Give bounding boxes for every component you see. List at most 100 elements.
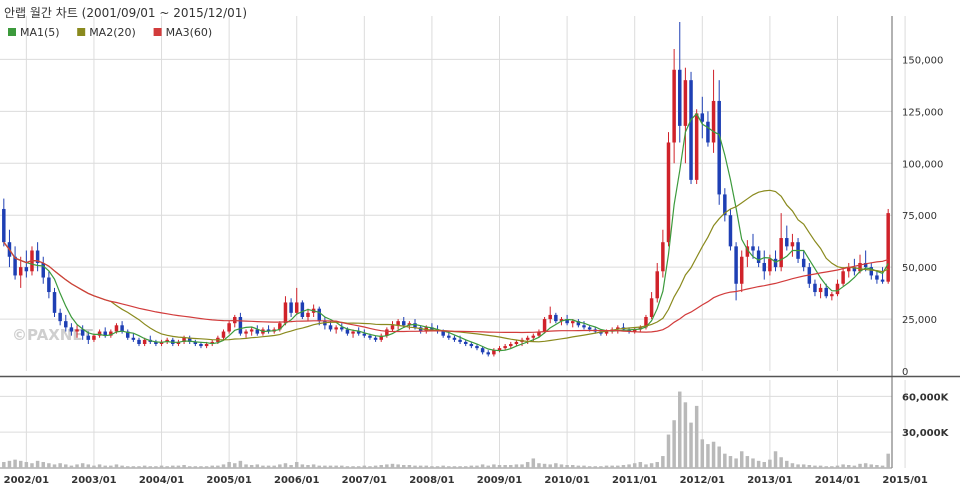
candlestick — [334, 325, 338, 334]
volume-bar — [886, 453, 890, 468]
candlestick — [306, 308, 310, 322]
volume-bar — [385, 464, 389, 468]
candlestick — [266, 325, 271, 334]
candle-body — [880, 279, 885, 282]
candle-body — [402, 321, 406, 326]
candlestick — [463, 339, 468, 347]
candlestick — [689, 71, 693, 185]
price-tick-label: 0 — [902, 367, 908, 378]
volume-bar — [559, 464, 564, 468]
volume-bar — [379, 465, 383, 468]
candle-body — [114, 325, 119, 332]
volume-bar — [745, 456, 750, 468]
volume-bar — [435, 466, 440, 468]
volume-bar — [351, 466, 355, 468]
candle-body — [863, 262, 868, 268]
candlestick — [52, 287, 57, 317]
volume-bar — [300, 464, 305, 468]
volume-bar — [238, 460, 243, 468]
candlestick — [452, 335, 457, 342]
candlestick — [486, 350, 490, 357]
candle-body — [559, 319, 564, 322]
volume-bar — [80, 463, 85, 468]
candlestick — [813, 279, 817, 297]
volume-bar — [610, 465, 614, 468]
volume-bar — [182, 465, 186, 468]
volume-bar — [841, 464, 845, 468]
candle-body — [379, 335, 383, 340]
date-tick-label: 2011/01 — [612, 475, 657, 486]
candle-body — [458, 339, 462, 342]
candle-body — [418, 327, 423, 332]
candlestick — [632, 327, 637, 334]
candle-body — [886, 213, 890, 282]
candle-body — [356, 331, 361, 334]
candle-body — [683, 80, 688, 126]
candle-body — [773, 258, 778, 268]
volume-bar — [661, 456, 665, 468]
price-axis-labels: 0 25,000 50,000 75,000 100,000 125,000 150,000 — [902, 55, 943, 378]
volume-bar — [13, 459, 17, 468]
candlestick — [869, 262, 874, 280]
volume-bar — [486, 465, 490, 468]
volume-bar — [638, 462, 643, 468]
candlestick — [244, 329, 248, 338]
candle-body — [266, 329, 271, 332]
candle-body — [604, 331, 609, 334]
candle-body — [661, 242, 665, 272]
candle-body — [52, 292, 57, 313]
candlestick — [818, 283, 823, 299]
candle-body — [278, 323, 282, 330]
candle-body — [818, 287, 823, 293]
candle-body — [582, 325, 586, 328]
volume-bar — [199, 466, 203, 468]
volume-bars — [2, 391, 890, 468]
candlestick — [700, 96, 705, 139]
candle-body — [2, 208, 6, 243]
candle-body — [289, 302, 293, 313]
candle-body — [824, 287, 828, 297]
candlestick — [18, 256, 23, 288]
candle-body — [869, 267, 874, 276]
candle-body — [64, 321, 68, 328]
volume-bar — [475, 465, 479, 468]
candle-body — [204, 343, 209, 347]
candlestick — [751, 233, 755, 259]
volume-bar — [306, 465, 310, 468]
date-tick-label: 2012/01 — [680, 475, 725, 486]
moving-average-lines — [3, 112, 889, 352]
candle-body — [137, 339, 141, 344]
candle-body — [368, 335, 372, 338]
volume-bar — [644, 464, 648, 468]
candle-body — [41, 262, 45, 278]
candlestick — [97, 329, 102, 338]
candlestick — [249, 327, 254, 336]
volume-bar — [289, 465, 293, 468]
legend-item: MA1(5) — [8, 26, 60, 39]
candlestick — [728, 208, 733, 251]
chart-title: 안랩 월간 차트 (2001/09/01 ~ 2015/12/01) — [4, 6, 247, 20]
candle-body — [734, 246, 738, 284]
volume-bar — [756, 460, 761, 468]
volume-bar — [86, 464, 91, 468]
volume-bar — [599, 466, 603, 468]
candlestick — [554, 312, 558, 324]
volume-bar — [717, 446, 721, 468]
candlestick — [762, 250, 767, 280]
legend-swatch — [77, 28, 86, 36]
volume-bar — [69, 465, 74, 468]
candle-body — [700, 113, 705, 122]
candle-body — [131, 337, 136, 340]
candle-body — [165, 339, 169, 342]
volume-bar — [694, 405, 699, 468]
volume-bar — [413, 465, 417, 468]
candle-body — [142, 339, 147, 344]
candle-body — [548, 314, 552, 320]
volume-bar — [345, 466, 350, 468]
volume-bar — [458, 466, 462, 468]
volume-bar — [154, 466, 158, 468]
candle-body — [340, 327, 344, 330]
volume-bar — [249, 465, 254, 468]
volume-bar — [58, 463, 62, 468]
candle-body — [525, 337, 530, 340]
